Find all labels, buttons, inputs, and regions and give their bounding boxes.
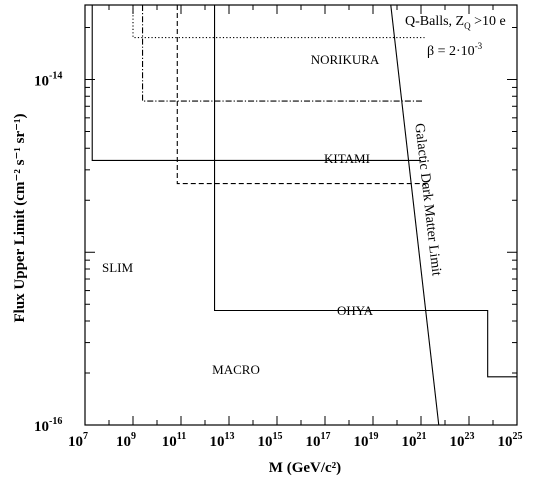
- y-axis-title: Flux Upper Limit (cm⁻² s⁻¹ sr⁻¹): [12, 113, 28, 322]
- series-line-norikura: [132, 5, 425, 39]
- series-label-kitami: KITAMI: [324, 151, 370, 166]
- series-line-macro: [214, 5, 517, 378]
- y-tick-label: 10-14: [34, 71, 62, 90]
- x-tick-label: 107: [68, 431, 88, 450]
- series-label-norikura: NORIKURA: [311, 52, 380, 67]
- x-tick-label: 1013: [210, 431, 235, 450]
- annotation-block: Q-Balls, ZQ >10 e β = 2·10-3: [405, 14, 506, 59]
- x-tick-label: 1023: [450, 431, 475, 450]
- x-tick-label: 1025: [498, 431, 523, 450]
- x-tick-label: 1019: [354, 431, 379, 450]
- annotation-line-2: β = 2·10-3: [427, 41, 483, 59]
- series-label-ohya: OHYA: [337, 303, 374, 318]
- series-line-galactic-dark-matter-limit: [390, 5, 440, 425]
- series-label-macro: MACRO: [212, 362, 260, 377]
- x-axis-title: M (GeV/c²): [269, 460, 341, 476]
- axis-ticks: [84, 5, 518, 426]
- annotation-line-1: Q-Balls, ZQ >10 e: [405, 14, 506, 31]
- y-tick-label: 10-16: [34, 416, 62, 435]
- x-tick-label: 1017: [306, 431, 331, 450]
- x-tick-label: 1021: [402, 431, 427, 450]
- series-label-slim: SLIM: [102, 260, 134, 275]
- x-tick-label: 1011: [162, 431, 186, 450]
- series-line-ohya: [176, 5, 429, 185]
- x-tick-label: 109: [116, 431, 136, 450]
- series-line-slim: [91, 5, 421, 161]
- series-line-kitami: [142, 5, 422, 102]
- x-tick-label: 1015: [258, 431, 283, 450]
